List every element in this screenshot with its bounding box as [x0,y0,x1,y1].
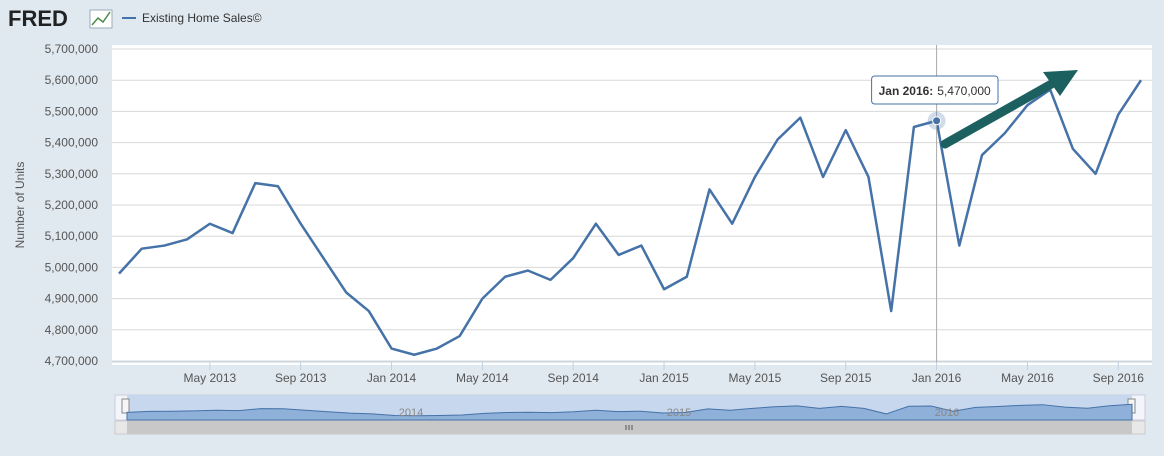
navigator-label: 2016 [935,407,959,419]
y-tick-label: 5,400,000 [45,136,99,150]
y-tick-label: 4,800,000 [45,323,99,337]
y-tick-label: 5,000,000 [45,260,99,274]
tooltip-value: 5,470,000 [937,84,991,98]
navigator-label: 2015 [667,407,691,419]
y-tick-label: 5,100,000 [45,229,99,243]
logo-icon [89,9,113,29]
x-tick-label: May 2013 [183,371,236,385]
x-tick-label: Jan 2014 [367,371,417,385]
navigator-handle[interactable] [121,398,130,414]
x-tick-label: May 2015 [729,371,782,385]
y-tick-label: 4,700,000 [45,354,99,368]
x-tick-label: Sep 2016 [1093,371,1145,385]
tooltip-text: Jan 2016: 5,470,000 [879,84,991,98]
y-tick-label: 5,200,000 [45,198,99,212]
x-tick-label: May 2014 [456,371,509,385]
y-tick-label: 5,600,000 [45,73,99,87]
navigator-label: 2014 [399,407,423,419]
scrollbar-grip [625,425,633,430]
y-tick-label: 5,300,000 [45,167,99,181]
tooltip-box [871,75,999,105]
y-tick-label: 5,500,000 [45,104,99,118]
logo: FRED [8,6,68,31]
hover-point [932,116,942,126]
x-tick-label: Sep 2013 [275,371,327,385]
navigator-series [126,403,1133,421]
x-tick-label: Sep 2015 [820,371,872,385]
y-axis-title: Number of Units [13,162,27,249]
tooltip: Jan 2016: 5,470,000 [871,75,999,105]
annotation-arrow [940,70,1078,149]
series-line [118,79,1143,357]
y-tick-label: 5,700,000 [45,42,99,56]
x-tick-label: Jan 2016 [912,371,962,385]
y-tick-label: 4,900,000 [45,292,99,306]
x-tick-label: May 2016 [1001,371,1054,385]
x-tick-label: Jan 2015 [639,371,689,385]
tooltip-label: Jan 2016: [879,84,934,98]
x-tick-label: Sep 2014 [548,371,600,385]
legend-label[interactable]: Existing Home Sales© [142,11,262,25]
